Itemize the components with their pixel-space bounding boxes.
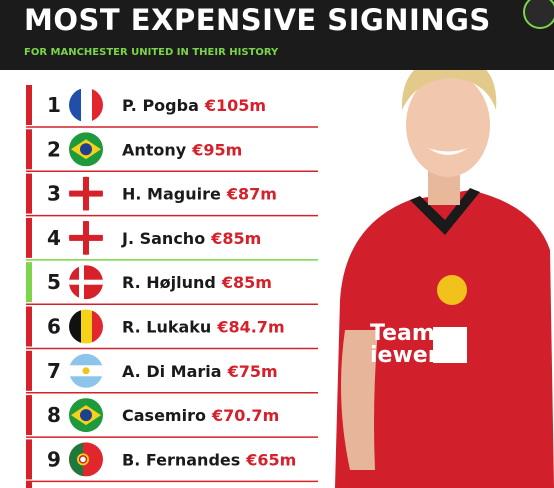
flag (69, 88, 103, 122)
list-row: 4 J. Sancho €85m (26, 217, 318, 261)
list-row: 5 R. Højlund €85m (26, 262, 318, 305)
player-entry: H. Maguire €87m (122, 185, 277, 204)
flag (69, 310, 103, 344)
player-name: R. Lukaku (122, 318, 211, 337)
row-accent (26, 482, 32, 488)
player-fee: €75m (227, 362, 278, 381)
player-fee: €70.7m (211, 406, 279, 425)
rank: 4 (47, 226, 61, 250)
player-entry: B. Fernandes €65m (122, 450, 296, 469)
player-name: P. Pogba (122, 96, 199, 115)
ranking-list: 1 P. Pogba €105m 2 Antony €95m 3 H. Maguire €87m… (26, 85, 318, 488)
list-row: 8 Casemiro €70.7m (26, 395, 318, 438)
player-fee: €105m (204, 96, 266, 115)
row-accent (26, 173, 32, 214)
player-fee: €87m (226, 185, 277, 204)
flag (69, 442, 103, 476)
row-accent (26, 306, 32, 347)
rank: 9 (47, 447, 61, 471)
row-accent (26, 439, 32, 480)
list-row: 9 B. Fernandes €65m (26, 439, 318, 483)
row-accent (26, 217, 32, 258)
row-accent (26, 262, 32, 303)
list-row: 7 A. Di Maria €75m (26, 350, 318, 394)
shirt-logo: Team (370, 321, 435, 346)
flag (69, 398, 103, 432)
player-fee: €85m (221, 273, 272, 292)
title: MOST EXPENSIVE SIGNINGS (24, 3, 491, 37)
player-name: Casemiro (122, 406, 206, 425)
flag (69, 265, 103, 299)
player-name: H. Maguire (122, 185, 221, 204)
list-row: 2 Antony €95m (26, 129, 318, 173)
player-entry: Antony €95m (122, 140, 242, 159)
player-name: B. Fernandes (122, 450, 240, 469)
player-name: J. Sancho (121, 229, 205, 248)
rank: 8 (47, 403, 61, 427)
row-accent (26, 350, 32, 391)
player-name: Antony (122, 140, 187, 159)
player-entry: R. Højlund €85m (122, 273, 272, 292)
row-accent (26, 85, 32, 125)
rank: 5 (47, 270, 61, 294)
flag (69, 132, 103, 166)
row-accent (26, 395, 32, 436)
flag (69, 177, 103, 211)
rank: 3 (47, 182, 61, 206)
shirt-logo: iewer (370, 343, 439, 368)
logo (523, 0, 554, 29)
rank: 2 (47, 137, 61, 161)
player-name: A. Di Maria (122, 362, 222, 381)
player-fee: €95m (191, 140, 242, 159)
list-row: 1 P. Pogba €105m (26, 85, 318, 128)
list-row: 3 H. Maguire €87m (26, 173, 318, 217)
list-row: 6 R. Lukaku €84.7m (26, 306, 318, 350)
player-image: Team iewer (335, 55, 554, 488)
player-fee: €84.7m (216, 318, 284, 337)
rank: 6 (47, 315, 61, 339)
player-entry: A. Di Maria €75m (122, 362, 278, 381)
subtitle: FOR MANCHESTER UNITED IN THEIR HISTORY (24, 47, 279, 58)
player-entry: P. Pogba €105m (122, 96, 266, 115)
player-entry: J. Sancho €85m (121, 229, 261, 248)
player-fee: €85m (210, 229, 261, 248)
row-accent (26, 129, 32, 170)
player-entry: Casemiro €70.7m (122, 406, 279, 425)
rank: 1 (47, 93, 61, 117)
header-band (0, 0, 554, 70)
player-entry: R. Lukaku €84.7m (122, 318, 285, 337)
player-fee: €65m (245, 450, 296, 469)
rank: 7 (47, 359, 61, 383)
flag (69, 221, 103, 255)
player-name: R. Højlund (122, 273, 216, 292)
flag (69, 354, 103, 388)
